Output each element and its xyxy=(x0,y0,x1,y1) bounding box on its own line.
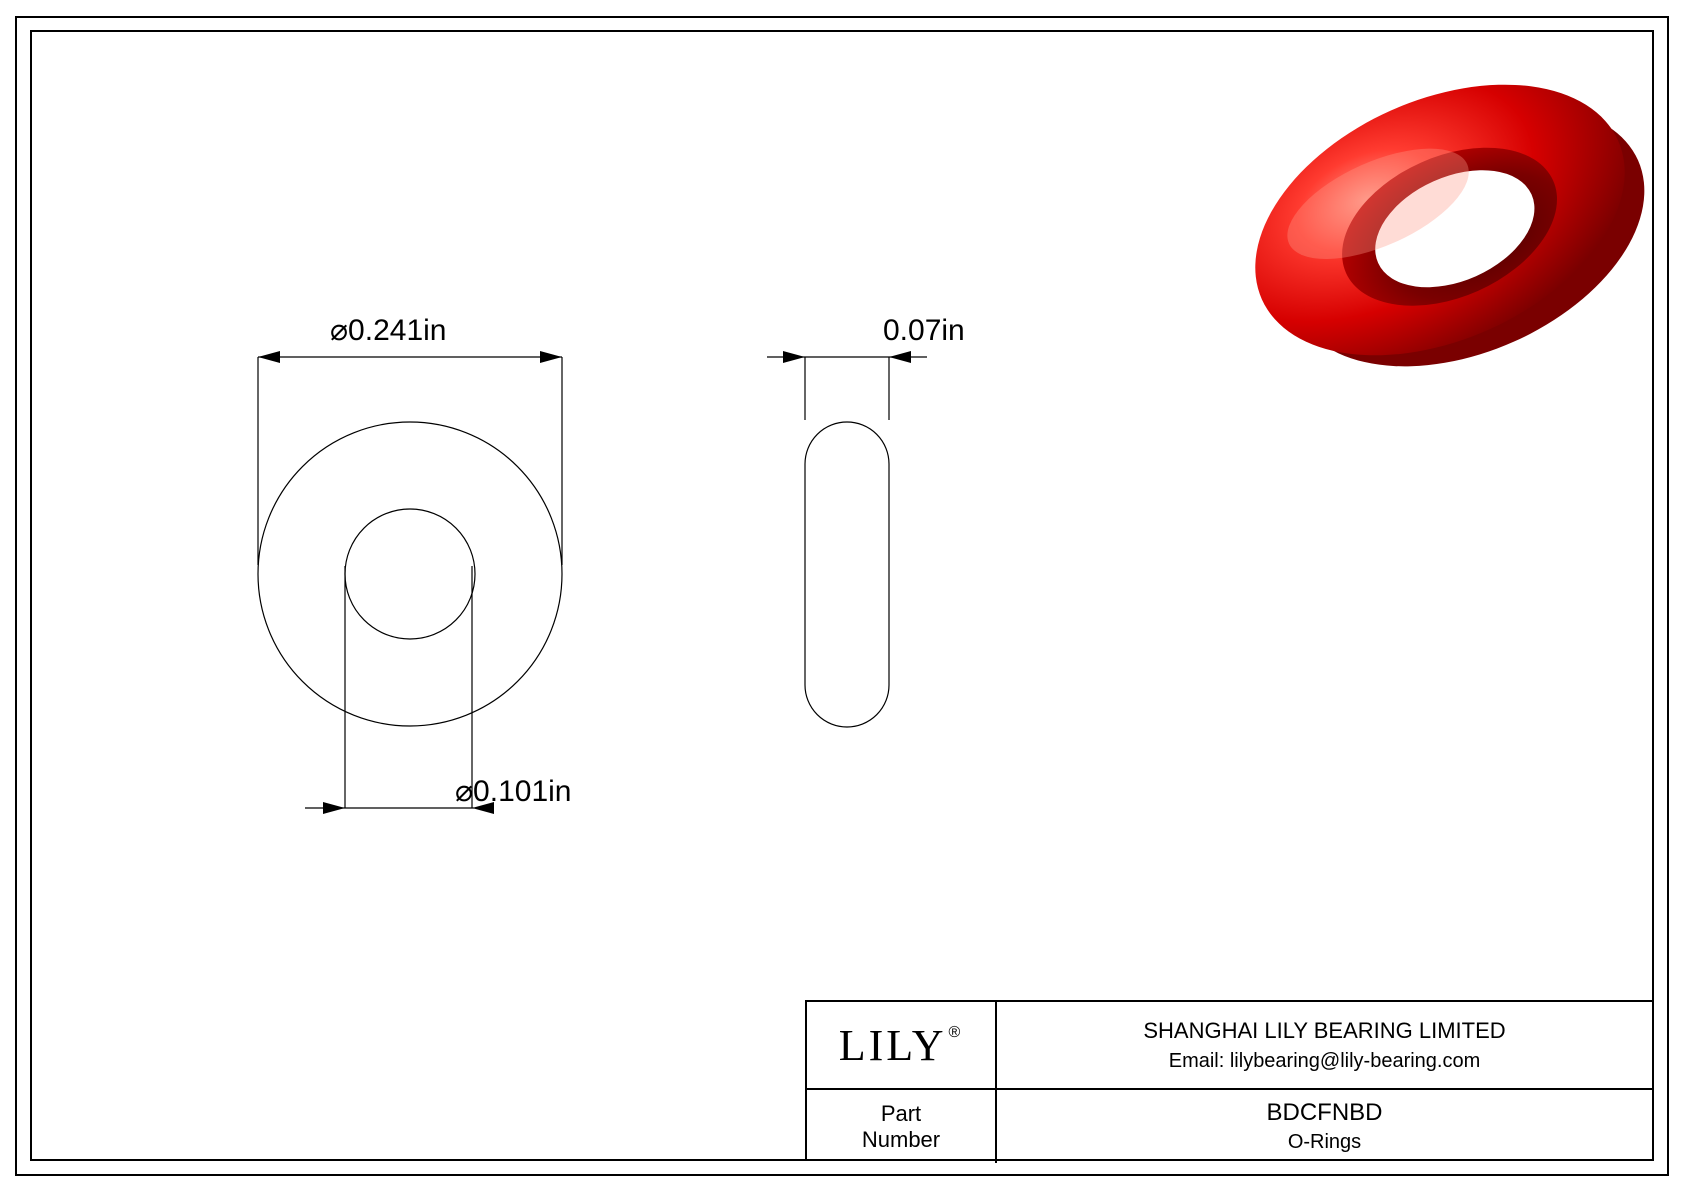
logo-text: LILY xyxy=(839,1020,947,1071)
part-label-line2: Number xyxy=(862,1127,940,1153)
company-email: Email: lilybearing@lily-bearing.com xyxy=(1169,1050,1481,1073)
registered-icon: ® xyxy=(948,1024,963,1042)
product-name: O-Rings xyxy=(1288,1131,1361,1154)
title-block: LILY ® SHANGHAI LILY BEARING LIMITED Ema… xyxy=(805,1000,1654,1161)
part-value-cell: BDCFNBD O-Rings xyxy=(997,1090,1652,1163)
logo: LILY ® xyxy=(839,1020,964,1071)
svg-text:0.07in: 0.07in xyxy=(883,314,965,347)
title-row-2: Part Number BDCFNBD O-Rings xyxy=(807,1090,1652,1163)
svg-text:⌀0.101in: ⌀0.101in xyxy=(455,775,571,808)
title-row-1: LILY ® SHANGHAI LILY BEARING LIMITED Ema… xyxy=(807,1002,1652,1090)
logo-cell: LILY ® xyxy=(807,1002,997,1088)
part-label-line1: Part xyxy=(881,1101,921,1127)
part-number: BDCFNBD xyxy=(1266,1099,1382,1127)
svg-text:⌀0.241in: ⌀0.241in xyxy=(330,314,446,347)
company-name: SHANGHAI LILY BEARING LIMITED xyxy=(1143,1018,1505,1044)
part-label-cell: Part Number xyxy=(807,1090,997,1163)
company-cell: SHANGHAI LILY BEARING LIMITED Email: lil… xyxy=(997,1002,1652,1088)
page: ⌀0.241in ⌀0.101in 0.07in LILY ® SHANGHAI L… xyxy=(0,0,1684,1191)
